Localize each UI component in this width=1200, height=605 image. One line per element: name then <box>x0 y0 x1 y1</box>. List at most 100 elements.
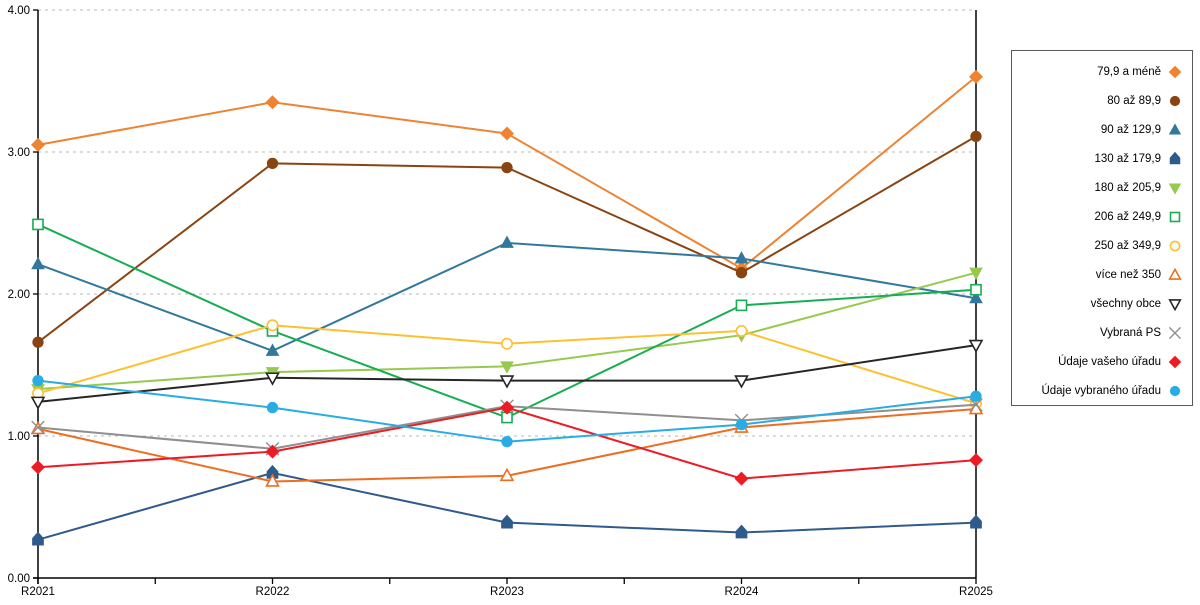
data-point-s7-R2022 <box>266 319 279 332</box>
y-axis-label: 4.00 <box>8 5 30 17</box>
legend-marker-circle-icon <box>1169 385 1181 396</box>
data-point-s12-R2021 <box>32 374 44 387</box>
legend-marker-glyph <box>1169 151 1181 164</box>
data-point-s12-R2025 <box>970 390 982 402</box>
data-point-s9-R2025 <box>968 339 984 354</box>
legend-marker-glyph <box>1168 182 1182 195</box>
legend-marker-square-icon <box>1169 211 1181 222</box>
data-point-s9-R2022 <box>265 372 280 386</box>
data-point-s3-R2025 <box>969 290 983 304</box>
legend-label: 250 až 349,9 <box>1094 239 1161 252</box>
data-point-s10-R2021 <box>31 420 45 435</box>
legend-label: Údaje vybraného úřadu <box>1041 384 1161 397</box>
legend-item-8: více než 350 <box>1016 260 1183 289</box>
legend-marker-pentagon-icon <box>1169 151 1181 164</box>
legend-marker-triangle-up-icon <box>1168 122 1182 135</box>
data-point-s8-R2023 <box>499 467 515 482</box>
data-point-s11-R2022 <box>265 444 280 459</box>
series-line-3 <box>37 241 977 352</box>
x-axis-label: R2022 <box>256 586 290 598</box>
legend-item-1: 79,9 a méně <box>1016 57 1183 86</box>
data-point-s1-R2021 <box>30 137 46 152</box>
data-point-s9-R2024 <box>734 375 749 389</box>
legend-item-3: 90 až 129,9 <box>1016 115 1183 144</box>
legend-item-9: všechny obce <box>1016 289 1183 318</box>
data-point-s8-R2022 <box>265 473 280 487</box>
legend-marker-triangle-down-icon <box>1168 298 1182 311</box>
legend-label: 79,9 a méně <box>1097 65 1161 78</box>
y-axis-label: 0.00 <box>8 573 30 585</box>
data-point-s4-R2021 <box>32 531 44 546</box>
data-point-s7-R2024 <box>735 324 748 337</box>
data-point-s3-R2023 <box>500 235 514 248</box>
legend-marker-glyph <box>1169 385 1181 396</box>
data-point-s9-R2021 <box>30 396 46 410</box>
legend-marker-glyph <box>1168 267 1182 280</box>
data-point-s6-R2021 <box>32 218 44 231</box>
legend-marker-triangle-down-icon <box>1168 182 1182 195</box>
data-point-s3-R2024 <box>734 251 749 264</box>
legend-marker-glyph <box>1168 65 1182 78</box>
data-point-s5-R2025 <box>969 267 983 281</box>
legend-marker-x-icon <box>1168 326 1182 339</box>
legend-label: všechny obce <box>1090 297 1161 310</box>
y-axis-label: 1.00 <box>8 431 30 443</box>
data-point-s11-R2023 <box>499 400 515 415</box>
legend-marker-glyph <box>1168 298 1182 311</box>
legend-label: Vybraná PS <box>1100 326 1161 339</box>
legend-marker-glyph <box>1169 240 1181 251</box>
series-line-4 <box>37 471 977 541</box>
data-point-s11-R2025 <box>968 453 984 468</box>
x-axis-label: R2024 <box>725 586 759 598</box>
data-point-s11-R2024 <box>734 471 749 486</box>
legend-item-11: Údaje vašeho úřadu <box>1016 347 1183 376</box>
data-point-s1-R2025 <box>968 69 984 84</box>
x-axis-label: R2021 <box>21 586 55 598</box>
data-point-s2-R2024 <box>735 267 748 279</box>
data-point-s9-R2023 <box>499 375 515 389</box>
data-point-s6-R2024 <box>735 299 748 312</box>
legend-item-5: 180 až 205,9 <box>1016 173 1183 202</box>
data-point-s2-R2021 <box>32 336 44 348</box>
data-point-s1-R2022 <box>265 95 280 110</box>
data-point-s1-R2023 <box>499 126 515 141</box>
legend-marker-glyph <box>1168 122 1182 135</box>
legend-item-7: 250 až 349,9 <box>1016 231 1183 260</box>
data-point-s5-R2023 <box>500 361 514 374</box>
legend-marker-circle-icon <box>1169 240 1181 251</box>
data-point-s4-R2024 <box>735 524 748 539</box>
legend-item-10: Vybraná PS <box>1016 318 1183 347</box>
data-point-s3-R2022 <box>265 343 280 356</box>
legend: 79,9 a méně 80 až 89,9 90 až 129,9 130 až 1… <box>1011 50 1193 406</box>
legend-marker-glyph <box>1168 355 1182 368</box>
data-point-s7-R2023 <box>501 337 513 350</box>
data-point-s2-R2025 <box>970 130 982 143</box>
data-point-s12-R2022 <box>266 401 279 414</box>
data-point-s12-R2024 <box>735 418 748 431</box>
data-point-s12-R2023 <box>501 436 513 448</box>
x-axis-label: R2023 <box>490 586 524 598</box>
legend-label: 90 až 129,9 <box>1100 123 1161 136</box>
data-point-s2-R2022 <box>266 157 279 170</box>
legend-label: 206 až 249,9 <box>1094 210 1161 223</box>
legend-marker-diamond-icon <box>1168 65 1182 78</box>
legend-item-2: 80 až 89,9 <box>1016 86 1183 115</box>
y-axis-label: 2.00 <box>8 289 30 301</box>
y-axis-label: 3.00 <box>8 147 30 159</box>
legend-item-4: 130 až 179,9 <box>1016 144 1183 173</box>
legend-marker-diamond-icon <box>1168 355 1182 368</box>
legend-marker-glyph <box>1168 326 1182 339</box>
legend-label: Údaje vašeho úřadu <box>1058 355 1161 368</box>
legend-label: 180 až 205,9 <box>1094 181 1161 194</box>
legend-label: 80 až 89,9 <box>1107 94 1161 107</box>
legend-marker-circle-icon <box>1169 95 1181 106</box>
data-point-s4-R2023 <box>501 514 513 529</box>
data-point-s6-R2025 <box>970 283 982 296</box>
legend-item-6: 206 až 249,9 <box>1016 202 1183 231</box>
legend-label: více než 350 <box>1095 268 1161 281</box>
legend-label: 130 až 179,9 <box>1094 152 1161 165</box>
data-point-s2-R2023 <box>501 161 513 174</box>
